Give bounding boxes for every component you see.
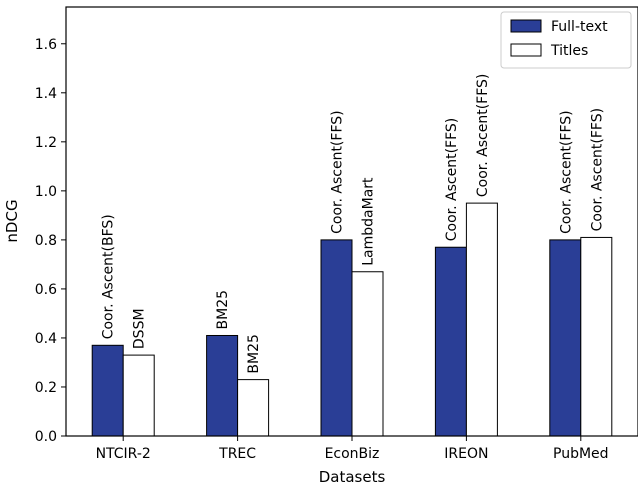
legend: Full-text Titles [500, 11, 632, 69]
bar-full-text [320, 239, 353, 437]
bar-data-label: Coor. Ascent(FFS) [330, 110, 346, 234]
legend-label-titles: Titles [550, 43, 588, 59]
bar-titles [351, 271, 384, 437]
y-tick-label: 0.8 [35, 233, 57, 249]
legend-swatch-full-text [510, 19, 542, 33]
x-axis-label: Datasets [319, 468, 386, 485]
y-tick-label: 1.6 [35, 37, 57, 53]
bar-titles [580, 236, 613, 437]
bar-full-text [206, 334, 239, 437]
bar-data-label: Coor. Ascent(FFS) [444, 118, 460, 242]
bar-data-label: Coor. Ascent(BFS) [101, 214, 117, 339]
bar-data-label: LambdaMart [361, 177, 377, 266]
y-tick-label: 0.2 [35, 380, 57, 396]
y-tick-label: 0.0 [35, 429, 57, 445]
x-tick-label: TREC [218, 446, 256, 462]
bar-data-label: Coor. Ascent(FFS) [475, 74, 491, 198]
y-tick-label: 1.2 [35, 135, 57, 151]
x-tick-label: IREON [444, 446, 488, 462]
y-tick-label: 1.4 [35, 86, 57, 102]
y-tick-label: 1.0 [35, 184, 57, 200]
bar-titles [465, 202, 498, 437]
legend-swatch-titles [510, 43, 542, 57]
bar-data-label: DSSM [132, 308, 148, 349]
x-tick-label: NTCIR-2 [96, 446, 151, 462]
bar-data-label: BM25 [246, 334, 262, 374]
x-tick-label: EconBiz [325, 446, 380, 462]
bar-titles [122, 354, 155, 437]
bar-data-label: Coor. Ascent(FFS) [589, 108, 605, 232]
bar-titles [237, 379, 270, 437]
y-tick-label: 0.4 [35, 331, 57, 347]
y-tick-label: 0.6 [35, 282, 57, 298]
x-axis: NTCIR-2 TREC EconBiz IREON PubMed [96, 436, 609, 462]
y-axis: 0.0 0.2 0.4 0.6 0.8 1.0 1.2 1.4 1.6 [35, 37, 66, 445]
bar-full-text [91, 344, 124, 437]
bar-labels-layer: Coor. Ascent(BFS) BM25 Coor. Ascent(FFS) Co… [101, 74, 606, 374]
x-tick-label: PubMed [553, 446, 609, 462]
bar-full-text [434, 246, 467, 437]
bar-data-label: Coor. Ascent(FFS) [558, 110, 574, 234]
bar-data-label: BM25 [215, 290, 231, 330]
bar-full-text [549, 239, 582, 437]
bars-layer [91, 202, 613, 437]
legend-label-full-text: Full-text [551, 19, 608, 35]
y-axis-label: nDCG [3, 199, 21, 242]
